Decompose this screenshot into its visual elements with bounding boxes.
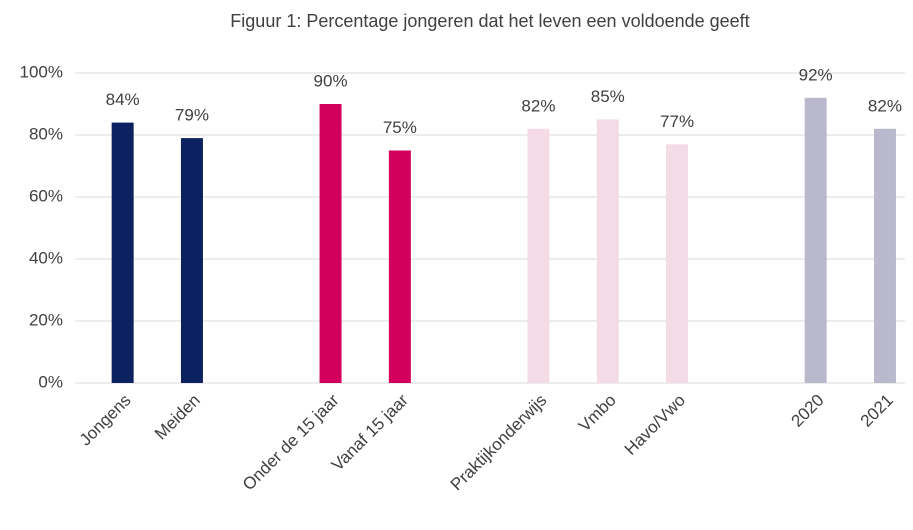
value-label: 75%	[383, 118, 417, 137]
y-tick-label: 20%	[29, 310, 63, 329]
value-label: 92%	[799, 65, 833, 84]
value-label: 85%	[591, 87, 625, 106]
x-tick-label: Vmbo	[575, 391, 620, 436]
bar	[527, 128, 550, 383]
y-tick-label: 0%	[38, 372, 63, 391]
bar	[804, 97, 827, 384]
x-tick-label: Onder de 15 jaar	[239, 390, 343, 494]
x-tick-label: Jongens	[76, 391, 135, 450]
value-label: 84%	[106, 90, 140, 109]
x-tick-label: Praktijkonderwijs	[447, 391, 551, 495]
bar	[873, 128, 896, 383]
y-tick-label: 100%	[20, 62, 63, 81]
x-tick-label: 2021	[857, 391, 897, 431]
bar	[111, 122, 134, 383]
bar	[666, 144, 689, 383]
x-tick-label: Havo/Vwo	[621, 391, 689, 459]
y-tick-label: 60%	[29, 186, 63, 205]
value-label: 82%	[521, 96, 555, 115]
value-label: 79%	[175, 106, 209, 125]
value-label: 77%	[660, 112, 694, 131]
y-tick-label: 40%	[29, 248, 63, 267]
value-label: 90%	[314, 71, 348, 90]
bar	[388, 150, 411, 383]
bar	[596, 119, 619, 383]
x-tick-label: Meiden	[151, 391, 204, 444]
chart-title: Figuur 1: Percentage jongeren dat het le…	[230, 11, 749, 31]
bar	[180, 138, 203, 383]
value-label: 82%	[868, 96, 902, 115]
bar	[319, 104, 342, 383]
x-tick-label: 2020	[787, 391, 827, 431]
y-tick-label: 80%	[29, 124, 63, 143]
